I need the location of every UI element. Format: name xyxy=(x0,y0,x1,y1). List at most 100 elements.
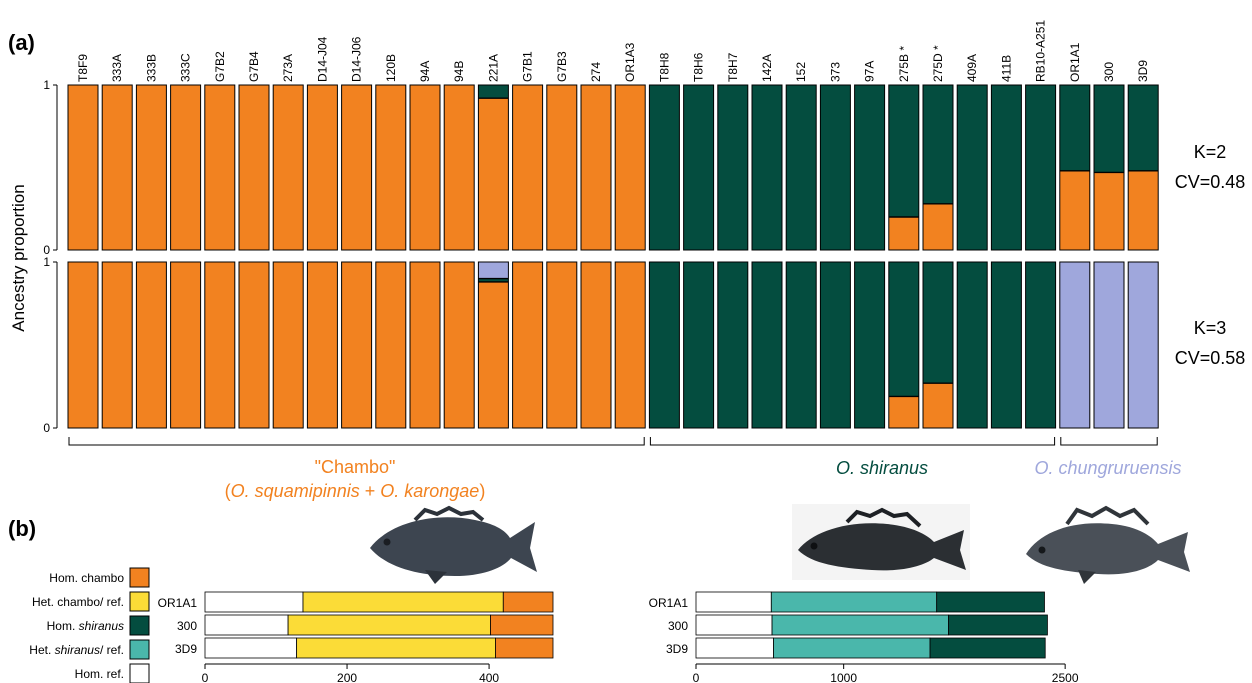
ancestry-segment xyxy=(239,262,269,428)
sample-label: OR1A3 xyxy=(623,42,637,82)
sample-label: 94B xyxy=(452,61,466,82)
sample-bar-outline xyxy=(204,261,236,429)
ancestry-segment xyxy=(923,203,953,250)
ancestry-segment xyxy=(273,85,304,250)
ancestry-segment xyxy=(546,262,577,428)
cv2-label: CV=0.48 xyxy=(1175,172,1246,192)
sample-bar-outline xyxy=(238,84,270,251)
ancestry-segment xyxy=(615,85,646,250)
genotype-segment xyxy=(204,591,304,613)
sample-bar-outline xyxy=(546,84,578,251)
x-tick-label: 0 xyxy=(202,671,209,683)
sample-bar-outline xyxy=(785,261,817,429)
legend-swatch-hom-chambo xyxy=(129,567,150,588)
sample-bar-outline xyxy=(580,84,612,251)
genotype-row-label: 300 xyxy=(177,619,197,633)
sample-label: T8F9 xyxy=(76,54,90,82)
sample-bar-outline xyxy=(1093,261,1125,429)
ancestry-segment xyxy=(888,217,919,250)
sample-label: RB10-A251 xyxy=(1034,20,1048,82)
k3-label: K=3 xyxy=(1194,318,1227,338)
sample-bar-outline xyxy=(443,84,475,251)
ancestry-segment xyxy=(375,262,406,428)
x-tick-label: 200 xyxy=(337,671,357,683)
sample-bar-outline xyxy=(1127,261,1159,429)
group-bracket xyxy=(1060,437,1158,446)
sample-bar-outline xyxy=(375,261,407,429)
ancestry-segment xyxy=(478,278,509,282)
sample-bar-outline xyxy=(1025,261,1057,429)
ancestry-segment xyxy=(341,85,372,250)
ancestry-segment xyxy=(581,85,611,250)
ancestry-segment xyxy=(1059,85,1090,171)
genotype-segment xyxy=(495,637,554,659)
ancestry-segment xyxy=(1059,262,1090,428)
ancestry-segment xyxy=(410,85,440,250)
x-tick-label: 1000 xyxy=(830,671,857,683)
shiranus-fish-image xyxy=(792,504,970,580)
sample-bar-outline xyxy=(341,261,373,429)
group-label-chungruruensis: O. chungruruensis xyxy=(1034,458,1181,478)
sample-label: 411B xyxy=(999,55,1013,82)
ancestry-segment xyxy=(102,85,133,250)
sample-bar-outline xyxy=(306,261,338,429)
sample-bar-outline xyxy=(683,261,715,429)
ancestry-segment xyxy=(854,85,885,250)
y-tick-bottom-min: 0 xyxy=(43,421,50,435)
ancestry-segment xyxy=(991,85,1022,250)
sample-bar-outline xyxy=(375,84,407,251)
sample-bar-outline xyxy=(648,261,680,429)
genotype-row-label: OR1A1 xyxy=(649,596,689,610)
ancestry-segment xyxy=(649,262,680,428)
ancestry-segment xyxy=(204,85,235,250)
sample-bar-outline xyxy=(990,84,1022,251)
ancestry-segment xyxy=(752,85,782,250)
x-tick-label: 400 xyxy=(479,671,499,683)
ancestry-segment xyxy=(102,262,133,428)
ancestry-segment xyxy=(512,262,543,428)
legend-label-hom-ref: Hom. ref. xyxy=(75,667,124,681)
ancestry-segment xyxy=(68,85,98,250)
y-tick-top-max: 1 xyxy=(43,78,50,92)
ancestry-segment xyxy=(239,85,269,250)
y-axis-label: Ancestry proportion xyxy=(9,184,28,331)
sample-bar-outline xyxy=(785,84,817,251)
sample-bar-outline xyxy=(67,261,99,429)
ancestry-segment xyxy=(170,85,201,250)
sample-bar-outline xyxy=(580,261,612,429)
ancestry-segment xyxy=(854,262,885,428)
ancestry-segment xyxy=(923,85,953,204)
sample-label: G7B2 xyxy=(213,51,227,82)
sample-bar-outline xyxy=(648,84,680,251)
ancestry-segment xyxy=(136,85,167,250)
sample-bar-outline xyxy=(990,261,1022,429)
genotype-segment xyxy=(929,637,1046,659)
ancestry-segment xyxy=(615,262,646,428)
sample-bar-outline xyxy=(1127,84,1159,251)
ancestry-segment xyxy=(683,85,714,250)
sample-bar-outline xyxy=(614,84,646,251)
group-label-chambo-species: (O. squamipinnis + O. karongae) xyxy=(225,481,486,501)
ancestry-segment xyxy=(1128,85,1159,171)
legend-label-hom-shiranus: Hom. shiranus xyxy=(47,619,124,633)
ancestry-segment xyxy=(68,262,98,428)
sample-label: 94A xyxy=(418,61,432,82)
sample-label: 275B * xyxy=(897,46,911,82)
ancestry-segment xyxy=(683,262,714,428)
sample-bar-outline xyxy=(546,261,578,429)
ancestry-segment xyxy=(478,98,509,250)
structure-plot-k2 xyxy=(67,84,1159,251)
sample-bar-outline xyxy=(819,261,851,429)
sample-bar-outline xyxy=(854,261,886,429)
legend-label-hom-chambo: Hom. chambo xyxy=(49,571,124,585)
y-axis-bottom: 1 0 xyxy=(43,255,58,435)
ancestry-segment xyxy=(546,85,577,250)
sample-label: 3D9 xyxy=(1136,60,1150,82)
genotype-chart-shiranus: OR1A1 300 3D9 0 1000 2500 xyxy=(649,591,1079,683)
sample-label: G7B3 xyxy=(555,51,569,82)
ancestry-segment xyxy=(820,85,851,250)
ancestry-segment xyxy=(273,262,304,428)
sample-bar-outline xyxy=(135,261,167,429)
ancestry-segment xyxy=(717,85,748,250)
structure-plot-k3 xyxy=(67,261,1159,429)
